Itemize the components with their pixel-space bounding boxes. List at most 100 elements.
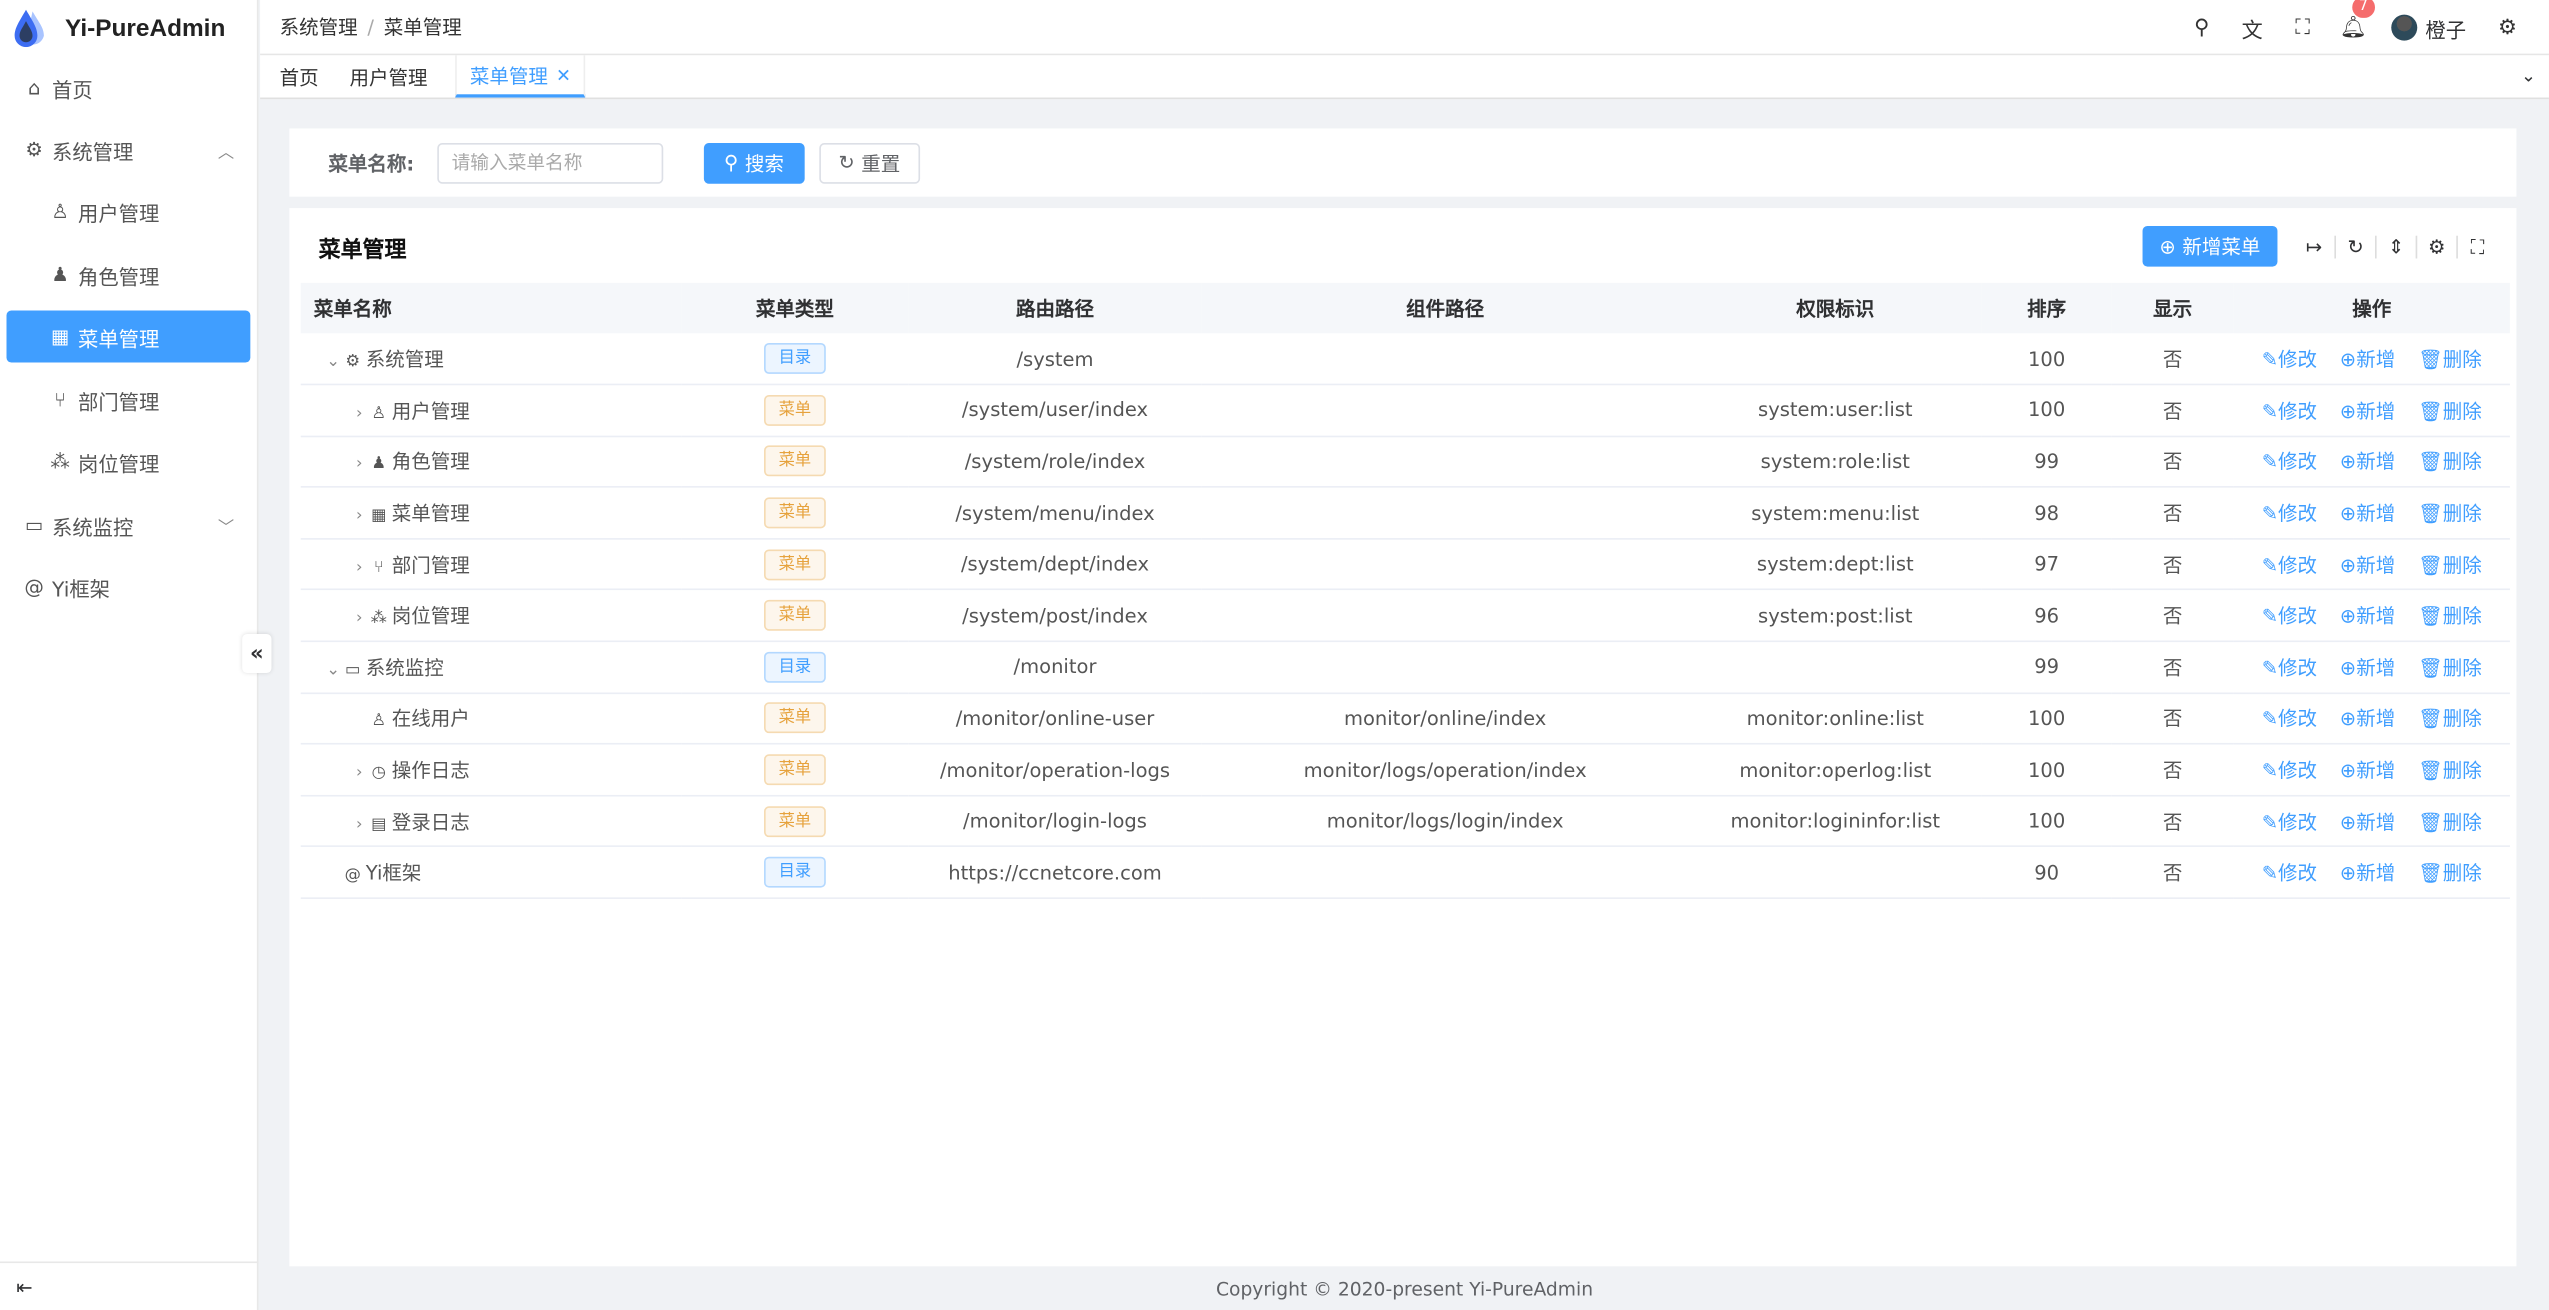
edit-button[interactable]: ✎修改 <box>2262 451 2317 474</box>
sidebar-item[interactable]: ♙ 用户管理 <box>7 185 251 237</box>
add-button[interactable]: ⊕新增 <box>2340 554 2395 577</box>
delete-button[interactable]: 🗑︎删除 <box>2418 657 2482 680</box>
bell-icon[interactable]: 🔔︎ 7 <box>2328 0 2378 40</box>
search-button[interactable]: ⚲ 搜索 <box>703 142 805 183</box>
expand-toggle-icon[interactable]: › <box>356 558 363 577</box>
chevron-down-icon[interactable]: ⌄ <box>2520 65 2536 87</box>
collapse-sidebar-button[interactable]: « <box>242 633 272 673</box>
delete-button[interactable]: 🗑︎删除 <box>2418 348 2482 371</box>
table-row[interactable]: › ▦ 菜单管理 菜单 /system/menu/index system:menu… <box>300 487 2510 540</box>
edit-button[interactable]: ✎修改 <box>2262 657 2317 680</box>
edit-button[interactable]: ✎修改 <box>2262 811 2317 834</box>
add-button[interactable]: ⊕新增 <box>2340 811 2395 834</box>
table-row[interactable]: ♙ 在线用户 菜单 /monitor/online-user monitor/on… <box>300 692 2510 745</box>
search-icon[interactable]: ⚲ <box>2194 15 2210 40</box>
edit-button[interactable]: ✎修改 <box>2262 862 2317 885</box>
delete-button[interactable]: 🗑︎删除 <box>2418 708 2482 731</box>
gear-icon[interactable]: ⚙ <box>2498 15 2517 40</box>
density-icon[interactable]: ⇕ <box>2375 234 2416 258</box>
table-row[interactable]: › ♙ 用户管理 菜单 /system/user/index system:user… <box>300 384 2510 437</box>
expand-toggle-icon[interactable]: › <box>356 815 363 834</box>
tab-user-management[interactable]: 用户管理 <box>330 55 439 97</box>
menu-icon: ▤ <box>371 815 387 834</box>
column-settings-icon[interactable]: ⚙ <box>2415 234 2457 258</box>
add-button[interactable]: ⊕新增 <box>2340 400 2395 423</box>
delete-button[interactable]: 🗑︎删除 <box>2418 811 2482 834</box>
expand-collapse-icon[interactable]: ↦ <box>2305 234 2323 258</box>
sort-order: 99 <box>1981 641 2112 694</box>
expand-toggle-icon[interactable]: ⌄ <box>326 352 341 371</box>
table-row[interactable]: › ◷ 操作日志 菜单 /monitor/operation-logs monito… <box>300 744 2510 797</box>
expand-toggle-icon[interactable]: ⌄ <box>326 661 341 680</box>
route-path: /monitor <box>908 641 1202 694</box>
edit-button[interactable]: ✎修改 <box>2262 400 2317 423</box>
sidebar-item[interactable]: @ Yi框架 <box>7 561 251 613</box>
menu-name: Yi框架 <box>365 861 422 885</box>
add-button[interactable]: ⊕新增 <box>2340 502 2395 525</box>
expand-toggle-icon[interactable]: › <box>356 610 363 628</box>
add-button[interactable]: ⊕新增 <box>2340 862 2395 885</box>
sidebar-item[interactable]: ⌂ 首页 <box>7 62 251 114</box>
delete-button[interactable]: 🗑︎删除 <box>2418 759 2482 782</box>
tab-menu-management[interactable]: 菜单管理 ✕ <box>455 55 586 98</box>
sidebar-toggle-button[interactable]: ⇤ <box>0 1261 259 1310</box>
sidebar-item[interactable]: ▦ 菜单管理 <box>6 310 251 363</box>
table-row[interactable]: › ⁂ 岗位管理 菜单 /system/post/index system:post… <box>300 590 2510 643</box>
edit-button[interactable]: ✎修改 <box>2262 554 2317 577</box>
delete-button[interactable]: 🗑︎删除 <box>2418 451 2482 474</box>
close-icon[interactable]: ✕ <box>556 64 572 86</box>
username[interactable]: 橙子 <box>2425 17 2467 42</box>
branch-icon: ⑂ <box>54 388 66 412</box>
expand-toggle-icon[interactable]: › <box>356 507 363 526</box>
sidebar-item[interactable]: ⚙ 系统管理 ︿ <box>7 124 251 176</box>
table-row[interactable]: ⌄ ⚙ 系统管理 目录 /system 100 否 ✎修改 ⊕新增 🗑︎删除 <box>300 333 2510 386</box>
add-button[interactable]: ⊕新增 <box>2340 605 2395 628</box>
plus-circle-icon: ⊕ <box>2159 234 2176 258</box>
menu-name-input[interactable]: 请输入菜单名称 <box>436 142 663 183</box>
sort-order: 96 <box>1981 590 2112 643</box>
delete-button[interactable]: 🗑︎删除 <box>2418 502 2482 525</box>
breadcrumb-item[interactable]: 系统管理 <box>279 16 358 40</box>
sidebar-item[interactable]: ♟ 角色管理 <box>7 249 251 301</box>
fullscreen-icon[interactable]: ⛶ <box>2295 15 2311 40</box>
edit-button[interactable]: ✎修改 <box>2262 348 2317 371</box>
logo[interactable]: Yi-PureAdmin <box>0 0 257 55</box>
edit-button[interactable]: ✎修改 <box>2262 708 2317 731</box>
table-row[interactable]: ⌄ ▭ 系统监控 目录 /monitor 99 否 ✎修改 ⊕新增 🗑︎删除 <box>300 641 2510 694</box>
edit-icon: ✎ <box>2261 502 2279 526</box>
delete-button[interactable]: 🗑︎删除 <box>2418 400 2482 423</box>
edit-button[interactable]: ✎修改 <box>2262 605 2317 628</box>
sidebar: Yi-PureAdmin ⌂ 首页 ⚙ 系统管理 ︿ ♙ 用户管理 ♟ 角色管理 ▦ 菜单管理 ⑂ 部门… <box>0 0 272 1310</box>
delete-button[interactable]: 🗑︎删除 <box>2418 862 2482 885</box>
sidebar-item[interactable]: ▭ 系统监控 ﹀ <box>7 499 251 551</box>
tab-home[interactable]: 首页 <box>260 55 330 97</box>
table-row[interactable]: @ Yi框架 目录 https://ccnetcore.com 90 否 ✎修改 ⊕… <box>300 846 2510 899</box>
avatar[interactable] <box>2391 14 2418 41</box>
component-path <box>1201 641 1689 694</box>
table-row[interactable]: › ▤ 登录日志 菜单 /monitor/login-logs monitor/lo… <box>300 795 2510 848</box>
expand-toggle-icon[interactable]: › <box>356 455 363 474</box>
tab-label: 首页 <box>279 65 319 89</box>
add-button[interactable]: ⊕新增 <box>2340 451 2395 474</box>
add-button[interactable]: ⊕新增 <box>2340 759 2395 782</box>
delete-button[interactable]: 🗑︎删除 <box>2418 605 2482 628</box>
sidebar-item[interactable]: ⑂ 部门管理 <box>7 374 251 426</box>
table-row[interactable]: › ⑂ 部门管理 菜单 /system/dept/index system:dept… <box>300 538 2510 591</box>
table-row[interactable]: › ♟ 角色管理 菜单 /system/role/index system:role… <box>300 435 2510 489</box>
add-button[interactable]: ⊕新增 <box>2340 657 2395 680</box>
add-menu-button[interactable]: ⊕ 新增菜单 <box>2142 225 2278 267</box>
edit-button[interactable]: ✎修改 <box>2262 502 2317 525</box>
sidebar-item[interactable]: ⁂ 岗位管理 <box>7 436 251 488</box>
add-button[interactable]: ⊕新增 <box>2340 348 2395 371</box>
expand-toggle-icon[interactable]: › <box>356 764 363 782</box>
translate-icon[interactable]: 文 <box>2241 18 2263 44</box>
refresh-icon[interactable]: ↻ <box>2334 234 2375 258</box>
add-button[interactable]: ⊕新增 <box>2340 708 2395 731</box>
menu-name: 在线用户 <box>391 707 470 731</box>
delete-button[interactable]: 🗑︎删除 <box>2418 554 2482 577</box>
reset-button[interactable]: ↻ 重置 <box>818 142 920 183</box>
edit-button[interactable]: ✎修改 <box>2262 759 2317 782</box>
at-icon: @ <box>24 575 44 599</box>
fullscreen-icon[interactable]: ⛶ <box>2456 234 2497 258</box>
expand-toggle-icon[interactable]: › <box>356 404 363 423</box>
